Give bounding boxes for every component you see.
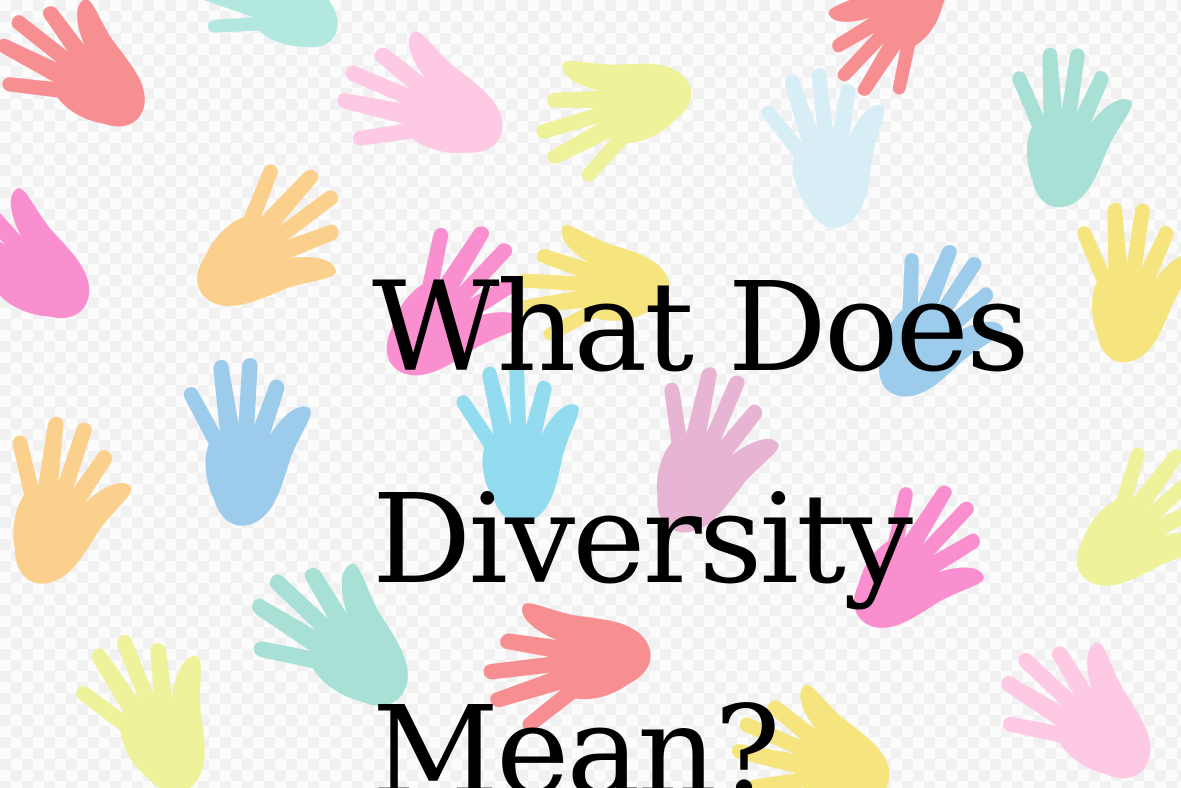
- headline: What Does Diversity Mean?: [372, 222, 1172, 788]
- headline-line-2: Diversity: [372, 468, 913, 612]
- hand-icon: [188, 0, 356, 64]
- hand-icon: [752, 48, 917, 239]
- hand-icon: [178, 345, 329, 533]
- hand-icon: [0, 0, 176, 147]
- headline-line-3: Mean?: [372, 680, 781, 788]
- hand-icon: [1009, 41, 1141, 211]
- hand-icon: [330, 19, 517, 170]
- hand-icon: [0, 165, 116, 339]
- hand-icon: [509, 13, 707, 195]
- headline-line-1: What Does: [372, 256, 1030, 400]
- hand-icon: [175, 144, 378, 352]
- hand-icon: [60, 603, 258, 788]
- hand-icon: [0, 413, 138, 591]
